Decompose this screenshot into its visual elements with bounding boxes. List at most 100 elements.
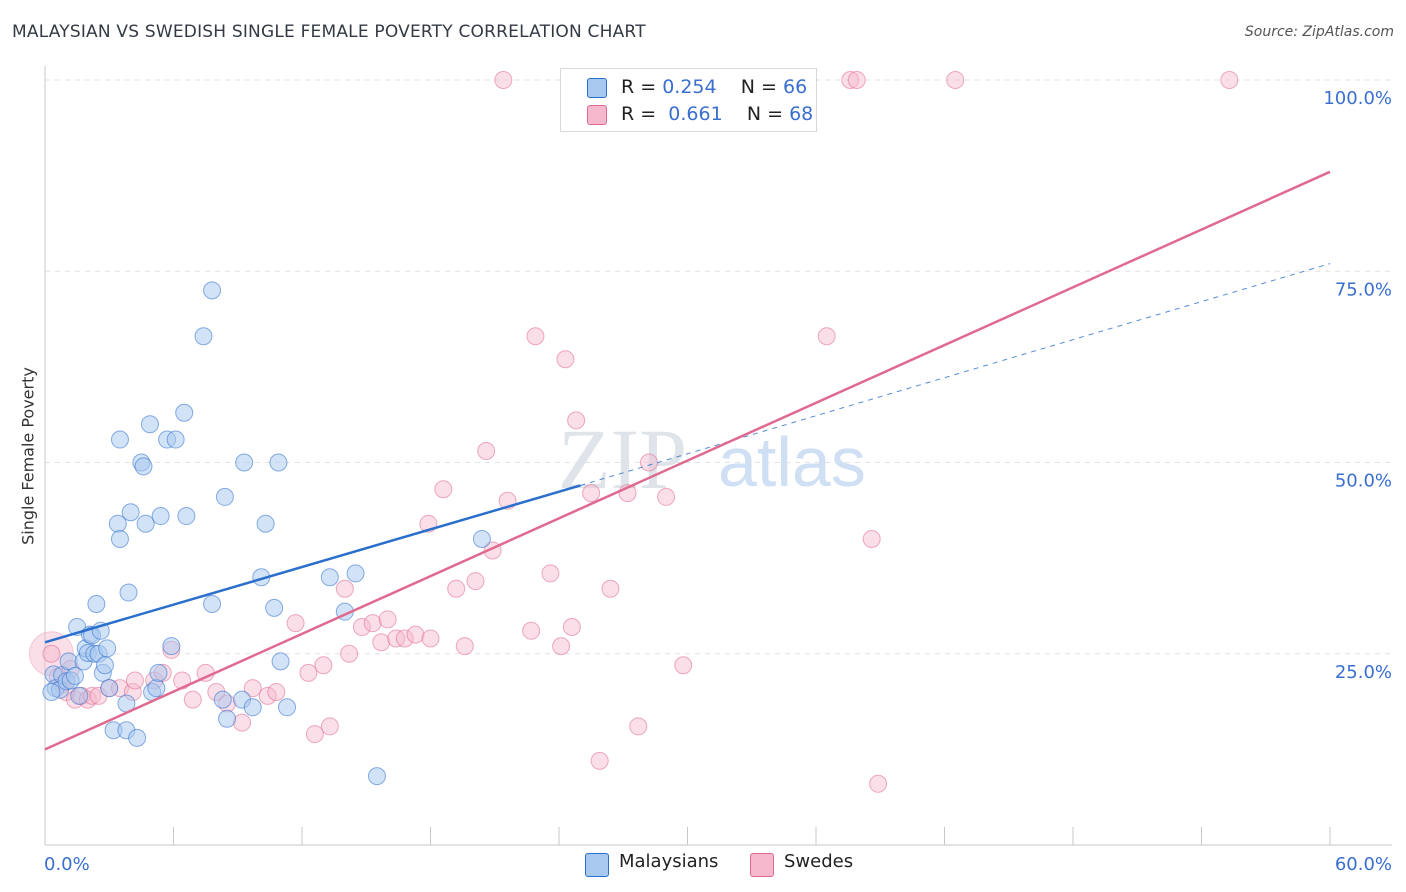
- data-point: [162, 637, 181, 656]
- y-tick-labels: 25.0% 50.0% 75.0% 100.0%: [1323, 88, 1392, 683]
- data-point: [128, 728, 147, 747]
- data-point: [314, 656, 333, 675]
- y-axis-label: Single Female Poverty: [18, 367, 38, 545]
- data-point: [183, 690, 202, 709]
- stats-box: R = 0.254 N = 66 R = 0.661 N = 68: [560, 68, 817, 132]
- grid-layer: [45, 79, 1392, 655]
- data-point: [590, 751, 609, 770]
- data-point: [434, 480, 453, 499]
- data-point: [151, 507, 170, 526]
- data-point: [265, 598, 284, 617]
- data-point: [42, 683, 61, 701]
- r-value: 0.661: [668, 103, 723, 125]
- data-point: [494, 71, 513, 89]
- data-point: [299, 663, 318, 682]
- data-point: [639, 453, 658, 472]
- data-point: [218, 709, 237, 728]
- axis-layer: [44, 66, 1392, 846]
- data-point: [841, 71, 860, 89]
- legend-label-swedes: Swedes: [784, 851, 854, 872]
- data-point: [134, 457, 153, 476]
- legend-swatch-swedes: [750, 853, 774, 877]
- n-label: N =: [746, 103, 784, 125]
- data-point: [278, 698, 297, 717]
- n-value: 66: [783, 76, 808, 98]
- data-point: [562, 617, 581, 636]
- data-point: [136, 514, 155, 533]
- data-point: [372, 633, 391, 652]
- swedes-trend-line: [44, 170, 1331, 751]
- data-point: [406, 625, 425, 644]
- data-point: [472, 530, 491, 548]
- legend-label-malaysians: Malaysians: [619, 851, 719, 872]
- y-tick-label: 50.0%: [1335, 471, 1392, 492]
- data-point: [213, 690, 232, 709]
- data-point: [522, 621, 541, 640]
- data-point: [320, 568, 339, 587]
- data-point: [177, 507, 196, 526]
- data-point: [847, 71, 866, 89]
- data-point: [166, 430, 185, 449]
- data-point: [149, 663, 168, 682]
- data-point: [1220, 71, 1239, 89]
- data-point: [271, 652, 290, 671]
- data-point: [121, 503, 140, 522]
- data-point: [286, 614, 305, 633]
- data-point: [817, 327, 836, 346]
- data-point: [320, 717, 339, 736]
- trend-layer: [44, 170, 1331, 751]
- data-point: [175, 403, 194, 422]
- data-point: [215, 487, 234, 506]
- data-point: [335, 579, 354, 598]
- malaysians-trend-extension: [580, 263, 1331, 486]
- data-point: [42, 644, 61, 663]
- data-point: [125, 671, 144, 690]
- malaysians-trend-line: [44, 484, 581, 644]
- n-value: 68: [789, 103, 814, 125]
- data-point: [556, 350, 575, 369]
- data-point: [233, 713, 252, 732]
- data-point: [267, 683, 286, 701]
- data-point: [657, 487, 676, 506]
- x-tick-labels: 0.0% 60.0%: [44, 854, 1392, 875]
- data-point: [340, 644, 359, 663]
- r-label: R =: [621, 76, 657, 98]
- y-tick-label: 25.0%: [1335, 662, 1392, 683]
- x-tick-label: 0.0%: [44, 854, 90, 875]
- data-point: [363, 614, 382, 633]
- data-point: [140, 415, 159, 434]
- y-tick-label: 75.0%: [1335, 279, 1392, 300]
- chart-title: MALAYSIAN VS SWEDISH SINGLE FEMALE POVER…: [12, 22, 646, 42]
- swedes-swatch: [587, 105, 607, 125]
- data-point: [243, 679, 262, 698]
- data-point: [269, 453, 288, 472]
- data-point: [110, 530, 129, 548]
- data-point: [541, 564, 560, 583]
- data-point: [70, 686, 89, 705]
- data-point: [346, 564, 365, 583]
- data-point: [378, 610, 397, 629]
- r-label: R =: [621, 103, 657, 125]
- data-point: [65, 666, 84, 685]
- n-label: N =: [740, 76, 777, 98]
- data-point: [395, 629, 414, 648]
- data-point: [258, 686, 277, 705]
- data-point: [567, 411, 586, 430]
- watermark-atlas: atlas: [718, 423, 866, 501]
- legend-swatch-malaysians: [585, 853, 609, 877]
- data-point: [466, 572, 485, 591]
- r-value: 0.254: [662, 76, 717, 98]
- data-point: [601, 579, 620, 598]
- data-point: [119, 583, 138, 602]
- data-point: [95, 656, 114, 675]
- malaysians-points: [42, 281, 491, 786]
- data-point: [194, 327, 213, 346]
- data-point: [352, 617, 371, 636]
- data-point: [674, 656, 693, 675]
- data-point: [203, 595, 222, 614]
- data-point: [305, 725, 324, 744]
- data-point: [87, 595, 106, 614]
- data-point: [582, 484, 601, 503]
- data-point: [203, 281, 222, 300]
